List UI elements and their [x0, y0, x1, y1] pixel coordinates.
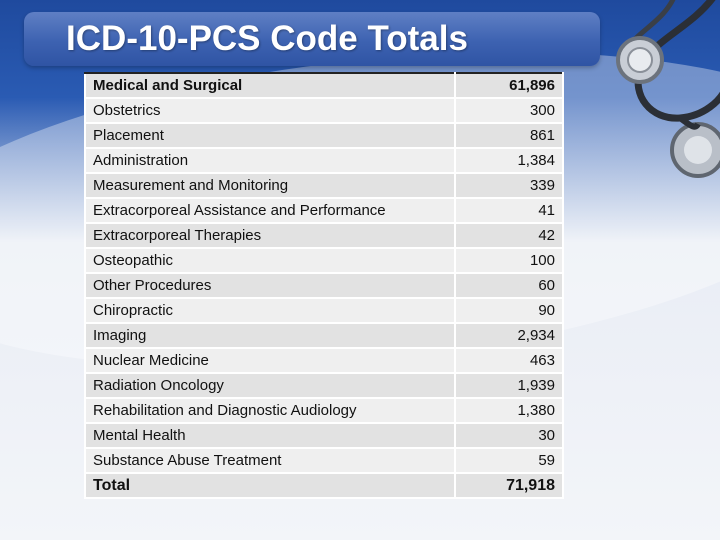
- table-row: Osteopathic 100: [83, 247, 564, 274]
- row-value: 861: [454, 122, 564, 149]
- row-label: Imaging: [83, 322, 457, 349]
- page-title: ICD-10-PCS Code Totals: [66, 19, 468, 58]
- row-label: Osteopathic: [83, 247, 457, 274]
- table-row: Placement 861: [83, 122, 564, 149]
- row-value: 59: [454, 447, 564, 474]
- row-label: Rehabilitation and Diagnostic Audiology: [83, 397, 457, 424]
- table-row: Radiation Oncology 1,939: [83, 372, 564, 399]
- table-row: Medical and Surgical 61,896: [83, 72, 564, 99]
- row-value: 100: [454, 247, 564, 274]
- row-value: 339: [454, 172, 564, 199]
- row-value: 61,896: [454, 72, 564, 99]
- row-value: 90: [454, 297, 564, 324]
- row-label: Extracorporeal Assistance and Performanc…: [83, 197, 457, 224]
- table-row: Other Procedures 60: [83, 272, 564, 299]
- row-label: Measurement and Monitoring: [83, 172, 457, 199]
- row-value: 1,384: [454, 147, 564, 174]
- table-row: Nuclear Medicine 463: [83, 347, 564, 374]
- table-row: Obstetrics 300: [83, 97, 564, 124]
- total-label: Total: [83, 472, 457, 499]
- row-label: Chiropractic: [83, 297, 457, 324]
- table-row: Extracorporeal Assistance and Performanc…: [83, 197, 564, 224]
- code-totals-table: Medical and Surgical 61,896 Obstetrics 3…: [83, 72, 564, 499]
- row-value: 30: [454, 422, 564, 449]
- row-label: Mental Health: [83, 422, 457, 449]
- row-label: Administration: [83, 147, 457, 174]
- title-bar: [24, 12, 600, 66]
- row-label: Other Procedures: [83, 272, 457, 299]
- row-value: 42: [454, 222, 564, 249]
- row-value: 300: [454, 97, 564, 124]
- total-row: Total 71,918: [83, 472, 564, 499]
- row-value: 41: [454, 197, 564, 224]
- table-row: Measurement and Monitoring 339: [83, 172, 564, 199]
- table-row: Mental Health 30: [83, 422, 564, 449]
- table-row: Imaging 2,934: [83, 322, 564, 349]
- table-row: Substance Abuse Treatment 59: [83, 447, 564, 474]
- row-label: Extracorporeal Therapies: [83, 222, 457, 249]
- row-label: Medical and Surgical: [83, 72, 457, 99]
- row-label: Substance Abuse Treatment: [83, 447, 457, 474]
- row-label: Radiation Oncology: [83, 372, 457, 399]
- table-row: Extracorporeal Therapies 42: [83, 222, 564, 249]
- row-label: Obstetrics: [83, 97, 457, 124]
- table-row: Rehabilitation and Diagnostic Audiology …: [83, 397, 564, 424]
- row-value: 60: [454, 272, 564, 299]
- row-value: 1,939: [454, 372, 564, 399]
- row-value: 1,380: [454, 397, 564, 424]
- row-value: 2,934: [454, 322, 564, 349]
- row-value: 463: [454, 347, 564, 374]
- total-value: 71,918: [454, 472, 564, 499]
- table-row: Chiropractic 90: [83, 297, 564, 324]
- table-body: Medical and Surgical 61,896 Obstetrics 3…: [83, 72, 564, 499]
- stethoscope-icon: [616, 0, 720, 178]
- table-row: Administration 1,384: [83, 147, 564, 174]
- row-label: Placement: [83, 122, 457, 149]
- row-label: Nuclear Medicine: [83, 347, 457, 374]
